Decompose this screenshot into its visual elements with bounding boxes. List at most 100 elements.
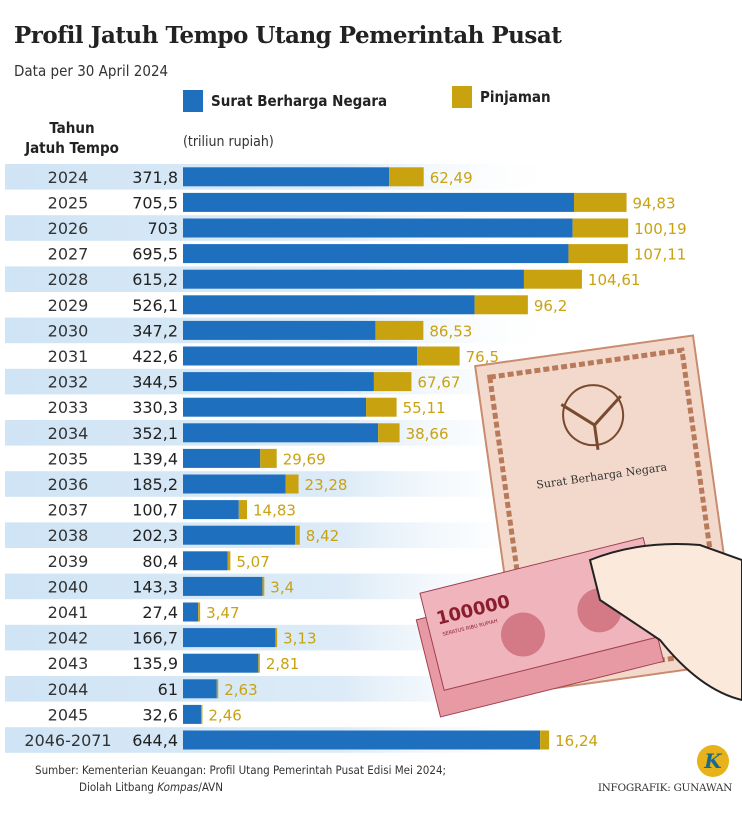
bar-pinjaman <box>285 474 299 494</box>
legend-swatch-sbn <box>183 90 203 112</box>
bar-pinjaman <box>574 192 627 212</box>
pinjaman-value-label: 16,24 <box>555 732 598 750</box>
pinjaman-value-label: 8,42 <box>306 527 339 545</box>
sbn-value-label: 330,3 <box>132 398 178 417</box>
bar-pinjaman <box>474 295 528 315</box>
sbn-value-label: 695,5 <box>132 245 178 264</box>
pinjaman-value-label: 3,47 <box>206 604 239 622</box>
category-label: 2026 <box>48 219 89 238</box>
bar-sbn <box>183 500 239 520</box>
sbn-value-label: 526,1 <box>132 296 178 315</box>
sbn-value-label: 32,6 <box>142 705 178 724</box>
unit-label: (triliun rupiah) <box>183 134 274 150</box>
bar-sbn <box>183 269 524 289</box>
source-suffix: /AVN <box>198 780 223 794</box>
category-label: 2027 <box>48 245 89 264</box>
legend-label-pinjaman: Pinjaman <box>480 88 551 106</box>
sbn-value-label: 352,1 <box>132 424 178 443</box>
pinjaman-value-label: 29,69 <box>283 450 326 468</box>
kompas-logo: K <box>697 745 729 777</box>
bar-sbn <box>183 551 228 571</box>
category-label: 2046-2071 <box>24 731 111 750</box>
pinjaman-value-label: 3,13 <box>283 630 316 648</box>
source-line2: Diolah Litbang Kompas/AVN <box>35 779 446 796</box>
sbn-value-label: 185,2 <box>132 475 178 494</box>
bar-sbn <box>183 320 376 340</box>
hand-illustration <box>588 543 742 702</box>
bar-sbn <box>183 474 286 494</box>
bar-sbn <box>183 346 418 366</box>
bar-pinjaman <box>378 423 400 443</box>
bar-sbn <box>183 576 263 596</box>
sbn-value-label: 705,5 <box>132 193 178 212</box>
pinjaman-value-label: 96,2 <box>534 297 567 315</box>
category-label: 2044 <box>48 680 89 699</box>
pinjaman-value-label: 86,53 <box>429 322 472 340</box>
category-label: 2045 <box>48 705 89 724</box>
column-header: Tahun Jatuh Tempo <box>18 118 126 158</box>
pinjaman-value-label: 2,63 <box>224 681 257 699</box>
sbn-value-label: 135,9 <box>132 654 178 673</box>
illustration: Surat Berharga Negara 100000 SERATUS RIB… <box>415 334 742 718</box>
bar-sbn <box>183 295 475 315</box>
bar-sbn <box>183 704 202 724</box>
pinjaman-value-label: 67,67 <box>417 374 460 392</box>
bar-sbn <box>183 448 261 468</box>
category-label: 2042 <box>48 629 89 648</box>
pinjaman-value-label: 3,4 <box>270 578 294 596</box>
bar-pinjaman <box>258 653 260 673</box>
bar-pinjaman <box>375 320 424 340</box>
bar-pinjaman <box>260 448 277 468</box>
bar-pinjaman <box>366 397 397 417</box>
bar-pinjaman <box>540 730 550 750</box>
bar-pinjaman <box>295 525 300 545</box>
sbn-value-label: 166,7 <box>132 629 178 648</box>
bar-sbn <box>183 397 367 417</box>
sbn-value-label: 27,4 <box>142 603 178 622</box>
bar-pinjaman <box>275 628 278 648</box>
pinjaman-value-label: 76,5 <box>466 348 499 366</box>
sbn-value-label: 422,6 <box>132 347 178 366</box>
bar-sbn <box>183 628 276 648</box>
sbn-value-label: 143,3 <box>132 577 178 596</box>
column-header-line1: Tahun <box>49 119 95 137</box>
bar-sbn <box>183 602 199 622</box>
bar-pinjaman <box>373 372 412 392</box>
category-label: 2029 <box>48 296 89 315</box>
category-label: 2035 <box>48 449 89 468</box>
sbn-value-label: 80,4 <box>142 552 178 571</box>
pinjaman-value-label: 23,28 <box>305 476 348 494</box>
category-label: 2043 <box>48 654 89 673</box>
sbn-value-label: 139,4 <box>132 449 178 468</box>
source-italic: Kompas <box>157 780 199 794</box>
category-label: 2024 <box>48 168 89 187</box>
bar-sbn <box>183 372 374 392</box>
bar-sbn <box>183 525 296 545</box>
legend-label-sbn: Surat Berharga Negara <box>211 92 388 110</box>
bar-sbn <box>183 423 379 443</box>
category-label: 2038 <box>48 526 89 545</box>
category-label: 2025 <box>48 193 89 212</box>
category-label: 2031 <box>48 347 89 366</box>
pinjaman-value-label: 55,11 <box>403 399 446 417</box>
pinjaman-value-label: 38,66 <box>406 425 449 443</box>
bar-pinjaman <box>201 704 203 724</box>
bar-pinjaman <box>572 218 629 238</box>
sbn-value-label: 61 <box>158 680 178 699</box>
bar-pinjaman <box>238 500 248 520</box>
pinjaman-value-label: 100,19 <box>634 220 687 238</box>
source-note: Sumber: Kementerian Keuangan: Profil Uta… <box>35 762 446 796</box>
pinjaman-value-label: 5,07 <box>236 553 269 571</box>
category-label: 2036 <box>48 475 89 494</box>
category-label: 2033 <box>48 398 89 417</box>
sbn-value-label: 644,4 <box>132 731 178 750</box>
sbn-value-label: 703 <box>147 219 178 238</box>
pinjaman-value-label: 94,83 <box>633 194 676 212</box>
pinjaman-value-label: 62,49 <box>430 169 473 187</box>
bar-pinjaman <box>216 679 219 699</box>
category-label: 2028 <box>48 270 89 289</box>
bar-sbn <box>183 653 259 673</box>
source-line1: Sumber: Kementerian Keuangan: Profil Uta… <box>35 763 447 777</box>
bar-pinjaman <box>198 602 201 622</box>
